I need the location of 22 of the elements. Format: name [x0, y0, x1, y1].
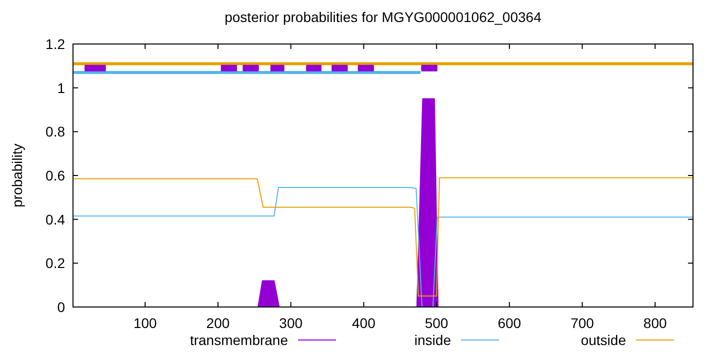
legend-label: transmembrane	[190, 332, 288, 348]
chart-title: posterior probabilities for MGYG000001062_00364	[224, 9, 542, 25]
x-tick-label: 200	[206, 315, 230, 331]
y-tick-label: 0.4	[46, 211, 66, 228]
line-series	[72, 187, 694, 308]
x-tick-label: 100	[133, 315, 158, 331]
y-tick-label: 0.6	[46, 168, 66, 184]
y-tick-label: 1	[57, 80, 66, 96]
x-tick-label: 800	[643, 315, 668, 331]
x-tick-label: 600	[498, 315, 522, 331]
x-tick-label: 300	[279, 315, 303, 331]
x-tick-label: 500	[424, 315, 448, 331]
y-tick-label: 0.2	[46, 255, 66, 272]
line-series	[72, 177, 694, 297]
y-tick-label: 0.8	[46, 124, 66, 140]
legend-label: outside	[580, 332, 626, 348]
y-tick-label: 1.2	[46, 36, 66, 52]
legend-label: inside	[414, 332, 452, 348]
x-tick-label: 700	[570, 315, 594, 331]
x-tick-label: 400	[352, 315, 376, 331]
y-axis-title: probability	[9, 144, 25, 208]
y-tick-label: 0	[57, 299, 66, 315]
